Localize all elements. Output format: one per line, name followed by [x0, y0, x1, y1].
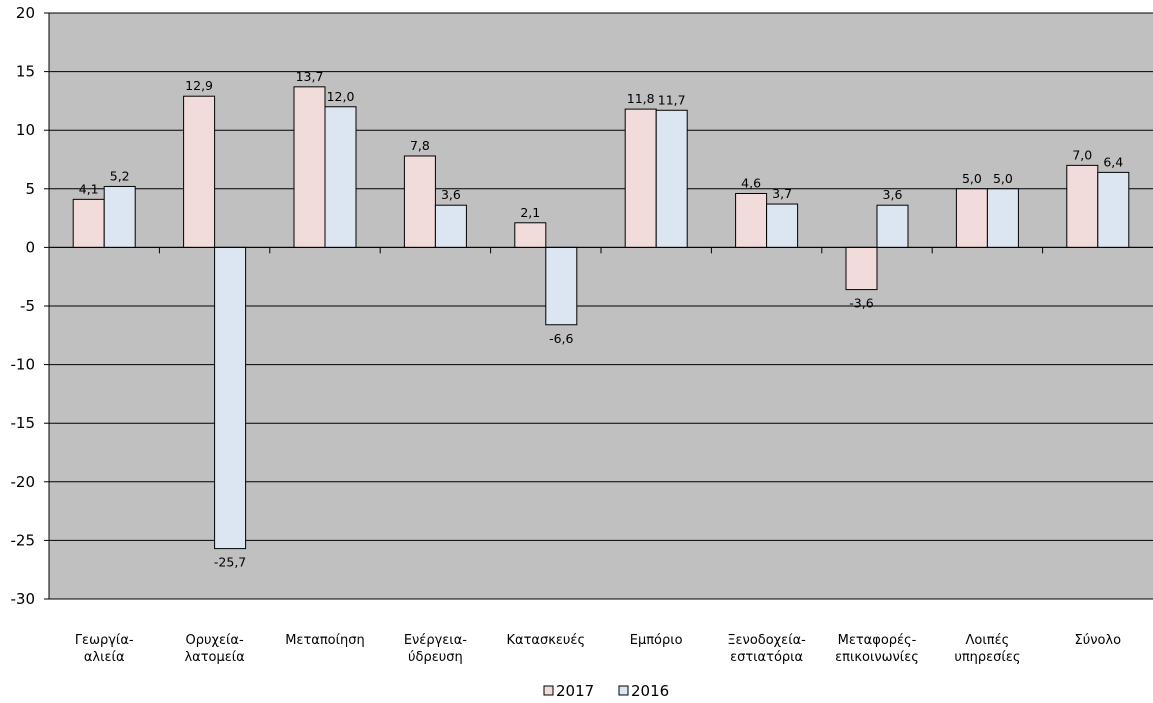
- category-label: αλιεία: [84, 650, 125, 665]
- bar-2017-6: [736, 193, 767, 247]
- category-label: Ορυχεία-: [185, 633, 244, 648]
- data-label-2016-8: 5,0: [993, 171, 1013, 186]
- data-label-2017-3: 7,8: [410, 138, 430, 153]
- data-label-2017-0: 4,1: [79, 181, 99, 196]
- legend-label-2017: 2017: [556, 682, 594, 700]
- category-label: Μεταφορές-: [838, 633, 917, 648]
- bar-2017-8: [956, 189, 987, 248]
- category-label: Σύνολο: [1074, 633, 1121, 648]
- category-label: Γεωργία-: [75, 633, 134, 648]
- bar-2017-9: [1067, 165, 1098, 247]
- legend: 2017 2016: [544, 682, 669, 700]
- data-label-2016-6: 3,7: [772, 186, 792, 201]
- bar-2017-0: [73, 199, 104, 247]
- category-label: Λοιπές: [966, 633, 1010, 648]
- data-label-2017-7: -3,6: [849, 296, 873, 311]
- bar-2017-5: [625, 109, 656, 247]
- bar-2016-2: [325, 107, 356, 248]
- category-label: ύδρευση: [408, 650, 463, 665]
- data-label-2016-5: 11,7: [658, 92, 686, 107]
- data-label-2017-2: 13,7: [296, 69, 324, 84]
- data-label-2016-2: 12,0: [327, 89, 355, 104]
- data-label-2017-8: 5,0: [962, 171, 982, 186]
- category-label: υπηρεσίες: [954, 650, 1020, 665]
- legend-label-2016: 2016: [631, 682, 669, 700]
- y-tick-label: -5: [20, 297, 35, 315]
- data-label-2016-9: 6,4: [1103, 154, 1123, 169]
- y-tick-label: 10: [16, 121, 35, 139]
- data-label-2016-1: -25,7: [214, 555, 246, 570]
- legend-swatch-2016: [619, 686, 628, 695]
- data-label-2017-4: 2,1: [520, 205, 540, 220]
- legend-swatch-2017: [544, 686, 553, 695]
- category-label: εστιατόρια: [730, 650, 803, 665]
- y-tick-label: 15: [16, 63, 35, 81]
- category-label: Ξενοδοχεία-: [727, 633, 806, 648]
- data-label-2016-0: 5,2: [110, 168, 130, 183]
- category-label: Μεταποίηση: [285, 633, 365, 648]
- data-label-2017-5: 11,8: [627, 91, 655, 106]
- bar-2017-1: [184, 96, 215, 247]
- bar-2016-0: [104, 186, 135, 247]
- bar-2016-1: [215, 247, 246, 548]
- data-label-2016-7: 3,6: [883, 187, 903, 202]
- bar-2016-5: [656, 110, 687, 247]
- bar-2017-3: [404, 156, 435, 247]
- data-label-2016-3: 3,6: [441, 187, 461, 202]
- bar-2016-7: [877, 205, 908, 247]
- y-tick-label: -30: [11, 590, 36, 608]
- y-tick-label: -25: [11, 531, 36, 549]
- y-tick-label: -15: [11, 414, 36, 432]
- y-tick-label: -20: [11, 473, 36, 491]
- category-label: Εμπόριο: [630, 633, 683, 648]
- y-tick-label: -10: [11, 356, 36, 374]
- bar-2016-4: [546, 247, 577, 324]
- category-label: λατομεία: [184, 650, 244, 665]
- bar-2017-2: [294, 87, 325, 248]
- bar-2016-9: [1098, 172, 1129, 247]
- data-label-2016-4: -6,6: [549, 331, 573, 346]
- category-label: Κατασκευές: [506, 633, 585, 648]
- bar-2017-7: [846, 247, 877, 289]
- data-label-2017-6: 4,6: [741, 175, 761, 190]
- bar-2016-6: [767, 204, 798, 247]
- category-label: Ενέργεια-: [404, 633, 467, 648]
- y-tick-label: 5: [25, 180, 35, 198]
- category-label: επικοινωνίες: [835, 650, 919, 665]
- bar-2016-3: [435, 205, 466, 247]
- data-label-2017-1: 12,9: [185, 78, 213, 93]
- bar-2016-8: [987, 189, 1018, 248]
- bar-2017-4: [515, 223, 546, 248]
- data-label-2017-9: 7,0: [1072, 147, 1092, 162]
- y-tick-label: 20: [16, 4, 35, 22]
- y-tick-label: 0: [25, 238, 35, 256]
